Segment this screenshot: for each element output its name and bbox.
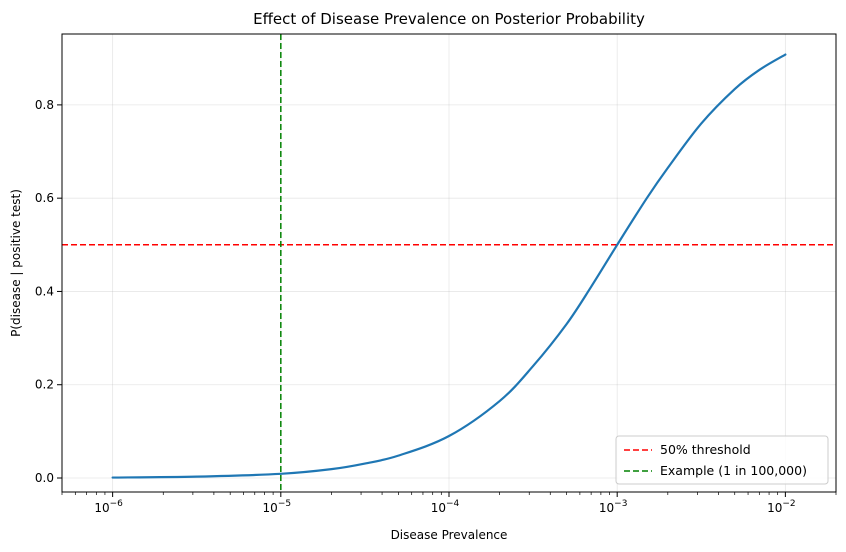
- legend-label-threshold: 50% threshold: [660, 442, 751, 457]
- y-axis-label: P(disease | positive test): [9, 189, 23, 337]
- posterior-curve: [111, 53, 787, 479]
- x-tick-label: 10−6: [94, 499, 123, 515]
- ticks: 10−6 10−5 10−4 10−3 10−2 0.0 0.2 0.4 0.6 0.8: [35, 98, 837, 515]
- chart-title: Effect of Disease Prevalence on Posterio…: [253, 10, 645, 28]
- x-tick-label: 10−2: [767, 499, 796, 515]
- y-tick-label: 0.6: [35, 191, 54, 205]
- x-tick-label: 10−5: [263, 499, 292, 515]
- x-tick-label: 10−3: [599, 499, 628, 515]
- y-tick-label: 0.2: [35, 378, 54, 392]
- legend-box: [615, 435, 829, 485]
- y-tick-label: 0.8: [35, 98, 54, 112]
- legend: 50% threshold Example (1 in 100,000): [615, 435, 829, 485]
- x-tick-label: 10−4: [431, 499, 460, 515]
- x-axis-label: Disease Prevalence: [391, 528, 508, 542]
- y-tick-label: 0.0: [35, 471, 54, 485]
- plot-area: [62, 34, 836, 492]
- y-tick-label: 0.4: [35, 284, 54, 298]
- legend-label-example: Example (1 in 100,000): [660, 463, 807, 478]
